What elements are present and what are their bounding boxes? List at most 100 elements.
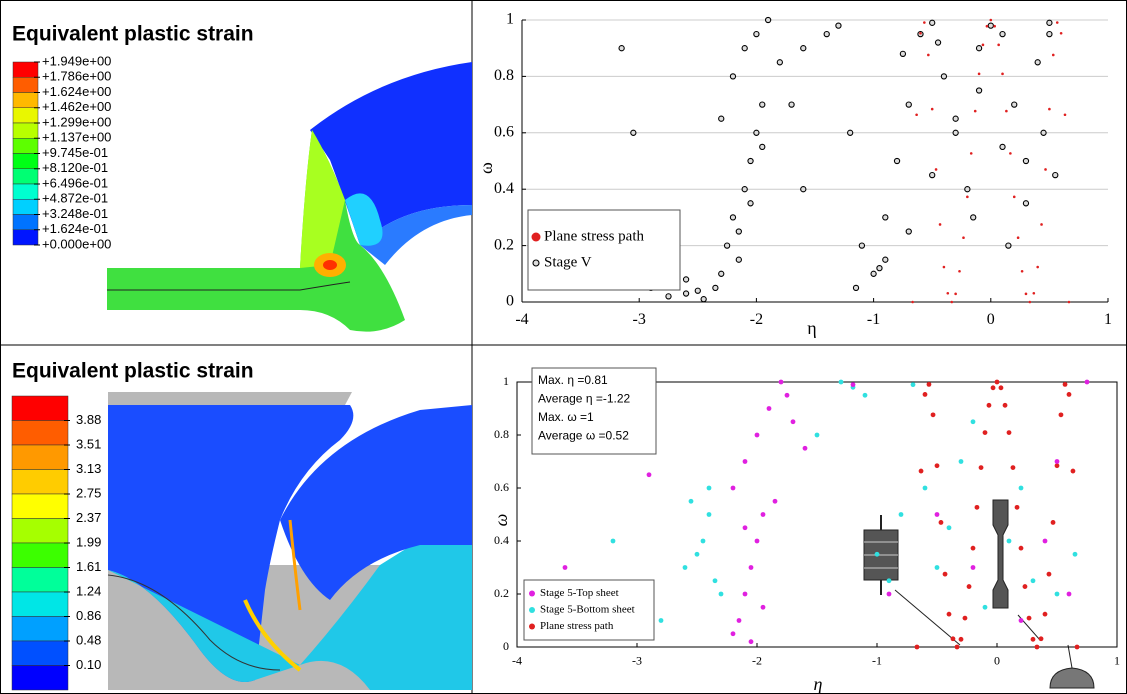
point <box>748 201 753 206</box>
point <box>953 130 958 135</box>
point <box>777 60 782 65</box>
point <box>983 605 988 610</box>
point <box>1000 31 1005 36</box>
legend-swatch <box>13 184 38 199</box>
x-tick-label: -2 <box>752 654 762 668</box>
point <box>871 271 876 276</box>
point <box>958 270 961 273</box>
point <box>824 31 829 36</box>
legend-marker <box>529 591 535 597</box>
legend-label: +3.248e-01 <box>42 206 108 221</box>
legend-swatch <box>13 62 38 77</box>
point <box>754 130 759 135</box>
legend-swatch <box>13 138 38 153</box>
point <box>1064 113 1067 116</box>
point <box>1011 465 1016 470</box>
legend-label: 1.24 <box>76 583 101 598</box>
point <box>1055 459 1060 464</box>
point <box>1047 20 1052 25</box>
point <box>689 499 694 504</box>
legend-label: 0.86 <box>76 608 101 623</box>
point <box>947 612 952 617</box>
y-tick-label: 0.6 <box>494 123 514 140</box>
page: Equivalent plastic strain+1.949e+00+1.78… <box>0 0 1127 694</box>
point <box>954 293 957 296</box>
point <box>755 433 760 438</box>
point <box>935 40 940 45</box>
point <box>803 446 808 451</box>
legend-swatch <box>13 230 38 245</box>
annotation: Average η =-1.22 <box>538 392 631 406</box>
point <box>1073 552 1078 557</box>
point <box>971 565 976 570</box>
point <box>760 144 765 149</box>
y-tick-label: 0.4 <box>494 533 509 547</box>
point <box>659 618 664 623</box>
point <box>1006 243 1011 248</box>
point <box>988 23 993 28</box>
point <box>983 430 988 435</box>
legend-swatch <box>13 215 38 230</box>
point <box>1000 144 1005 149</box>
point <box>1048 108 1051 111</box>
y-tick-label: 0.4 <box>494 180 514 197</box>
point <box>927 382 932 387</box>
point <box>1023 158 1028 163</box>
legend-swatch <box>13 93 38 108</box>
point <box>931 108 934 111</box>
point <box>1043 612 1048 617</box>
point <box>719 592 724 597</box>
point <box>695 552 700 557</box>
point <box>931 412 936 417</box>
point <box>730 74 735 79</box>
point <box>1005 110 1008 113</box>
point <box>1039 636 1044 641</box>
point <box>791 419 796 424</box>
figure: Equivalent plastic strain+1.949e+00+1.78… <box>0 0 1127 694</box>
point <box>887 592 892 597</box>
legend-label: +1.137e+00 <box>42 130 111 145</box>
legend-label: 3.13 <box>76 461 101 476</box>
legend-label: 3.88 <box>76 412 101 427</box>
legend-swatch <box>13 154 38 169</box>
legend-marker <box>529 607 535 613</box>
legend-swatch <box>13 199 38 214</box>
point <box>1023 584 1028 589</box>
point <box>683 291 688 296</box>
legend-label: +9.745e-01 <box>42 145 108 160</box>
x-axis-label: η <box>807 318 816 338</box>
legend-swatch <box>12 470 68 495</box>
point <box>1001 73 1004 76</box>
point <box>939 520 944 525</box>
point <box>979 465 984 470</box>
legend-label: 1.61 <box>76 559 101 574</box>
legend-box <box>528 210 680 290</box>
point <box>1047 31 1052 36</box>
point <box>767 406 772 411</box>
point <box>935 565 940 570</box>
point <box>761 605 766 610</box>
point <box>742 46 747 51</box>
y-tick-label: 0 <box>506 293 514 310</box>
x-tick-label: -1 <box>867 311 880 328</box>
point <box>1019 546 1024 551</box>
point <box>997 44 1000 47</box>
point <box>736 257 741 262</box>
point <box>1003 403 1008 408</box>
point <box>943 572 948 577</box>
y-axis-label: ω <box>491 514 511 527</box>
x-tick-label: -1 <box>872 654 882 668</box>
point <box>619 46 624 51</box>
point <box>1056 21 1059 24</box>
point <box>1040 223 1043 226</box>
point <box>859 243 864 248</box>
point <box>899 512 904 517</box>
point <box>941 74 946 79</box>
point <box>1017 236 1020 239</box>
point <box>971 419 976 424</box>
point <box>966 196 969 199</box>
point <box>1033 292 1036 295</box>
point <box>1067 392 1072 397</box>
legend-label: Plane stress path <box>544 228 644 244</box>
x-tick-label: -3 <box>633 311 646 328</box>
